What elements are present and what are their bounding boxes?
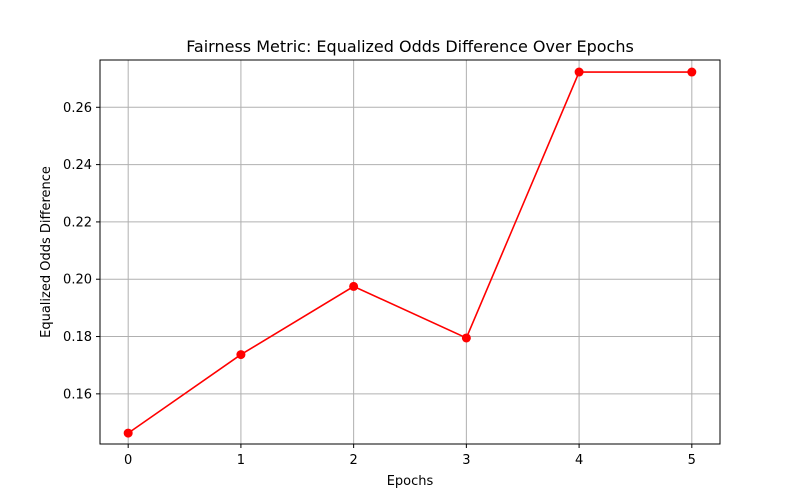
y-tick-label: 0.22 bbox=[63, 215, 92, 230]
chart-title: Fairness Metric: Equalized Odds Differen… bbox=[186, 37, 634, 56]
y-tick-label: 0.18 bbox=[63, 330, 92, 345]
y-tick-label: 0.16 bbox=[63, 387, 92, 402]
data-point bbox=[123, 428, 133, 438]
plot-frame bbox=[99, 59, 721, 445]
series-line bbox=[127, 71, 692, 434]
data-point bbox=[461, 333, 471, 343]
x-tick-label: 4 bbox=[575, 453, 583, 468]
x-tick-label: 0 bbox=[124, 453, 132, 468]
x-tick-label: 1 bbox=[237, 453, 245, 468]
grid-layer bbox=[100, 60, 720, 444]
data-point bbox=[574, 67, 584, 77]
x-axis-label: Epochs bbox=[387, 474, 434, 489]
series-layer bbox=[123, 67, 697, 438]
y-axis-label: Equalized Odds Difference bbox=[39, 166, 54, 338]
y-tick-label: 0.24 bbox=[63, 158, 92, 173]
data-point bbox=[236, 350, 246, 360]
y-tick-label: 0.26 bbox=[63, 101, 92, 116]
data-point bbox=[349, 281, 359, 291]
x-tick-label: 3 bbox=[462, 453, 470, 468]
x-tick-label: 2 bbox=[349, 453, 357, 468]
x-tick-label: 5 bbox=[688, 453, 696, 468]
tick-layer: 0 1 2 3 4 5 0.16 0.18 0.20 0.22 0.24 0.26 bbox=[63, 101, 696, 468]
y-tick-label: 0.20 bbox=[63, 273, 92, 288]
data-point bbox=[687, 67, 697, 77]
